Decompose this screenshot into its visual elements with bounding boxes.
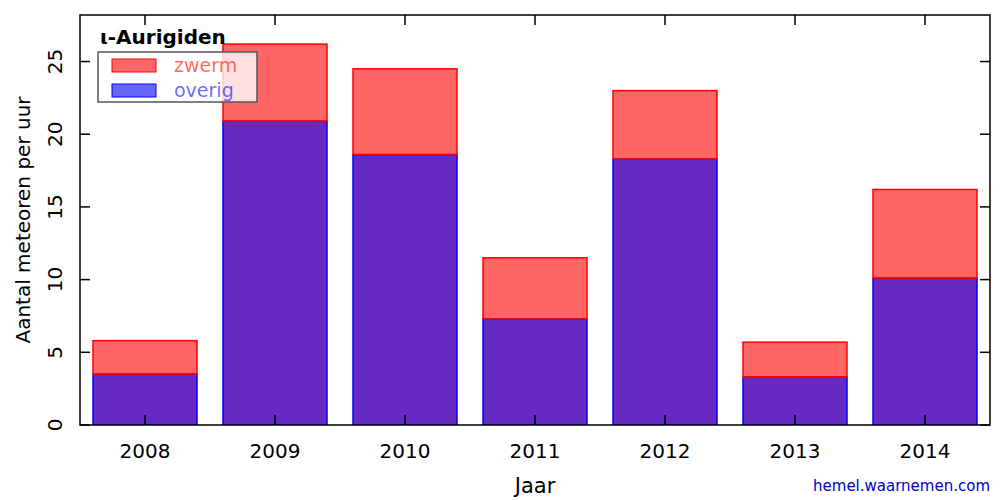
credit: hemel.waarnemen.com — [813, 477, 990, 495]
bar-segment — [353, 155, 457, 425]
bar-segment — [743, 377, 847, 425]
bar-segment — [93, 374, 197, 425]
bar-segment — [873, 278, 977, 425]
bar-segment — [613, 91, 717, 159]
legend-label: overig — [174, 79, 234, 101]
x-axis-label: Jaar — [513, 474, 556, 498]
y-tick-label: 25 — [43, 49, 67, 74]
bar-underlay — [223, 121, 327, 425]
y-tick — [980, 61, 990, 63]
x-tick-label: 2013 — [770, 439, 821, 463]
x-tick — [274, 15, 276, 25]
title: ι-Aurigiden — [100, 25, 226, 49]
x-tick — [664, 415, 666, 425]
y-tick — [80, 133, 90, 135]
legend-swatch — [112, 59, 156, 72]
y-tick — [980, 352, 990, 354]
x-tick — [144, 415, 146, 425]
x-tick — [404, 415, 406, 425]
legend-swatch — [112, 84, 156, 97]
bar-segment — [873, 189, 977, 278]
bar-segment — [93, 341, 197, 374]
x-tick — [144, 15, 146, 25]
x-tick — [534, 415, 536, 425]
y-tick — [980, 279, 990, 281]
bar-underlay — [613, 159, 717, 425]
legend-box — [98, 52, 257, 102]
y-tick — [80, 352, 90, 354]
x-tick — [664, 15, 666, 25]
bar-underlay — [873, 278, 977, 425]
x-tick-label: 2012 — [640, 439, 691, 463]
x-tick-label: 2009 — [250, 439, 301, 463]
y-tick — [980, 133, 990, 135]
y-tick-label: 15 — [43, 194, 67, 219]
x-tick — [924, 415, 926, 425]
x-tick-label: 2014 — [900, 439, 951, 463]
chart: 0 5 10 15 20 25 2008 2009 2010 2011 2012 2013 2014 Ja… — [0, 0, 1000, 500]
x-tick — [274, 415, 276, 425]
bar-underlay — [743, 377, 847, 425]
bar-underlay — [353, 155, 457, 425]
y-tick-label: 10 — [43, 267, 67, 292]
bar-underlay — [93, 374, 197, 425]
bar-underlay — [483, 319, 587, 425]
x-tick — [924, 15, 926, 25]
y-tick — [980, 206, 990, 208]
y-tick — [980, 424, 990, 426]
x-tick — [794, 15, 796, 25]
y-tick-label: 20 — [43, 121, 67, 146]
y-tick — [80, 279, 90, 281]
plot-frame — [80, 15, 990, 425]
x-tick — [534, 15, 536, 25]
bar-segment — [483, 319, 587, 425]
bar-segment — [743, 342, 847, 377]
y-tick-label: 0 — [43, 419, 67, 432]
x-tick-label: 2010 — [380, 439, 431, 463]
bar-segment — [353, 69, 457, 155]
x-tick — [404, 15, 406, 25]
y-tick — [80, 61, 90, 63]
x-tick-label: 2008 — [120, 439, 171, 463]
bars — [93, 44, 977, 425]
y-tick-label: 5 — [43, 346, 67, 359]
bar-segment — [613, 159, 717, 425]
y-tick — [80, 206, 90, 208]
x-tick-label: 2011 — [510, 439, 561, 463]
bar-segment — [223, 121, 327, 425]
legend: zwerm overig — [98, 52, 257, 102]
bar-segment — [483, 258, 587, 319]
y-tick — [80, 424, 90, 426]
x-tick — [794, 415, 796, 425]
legend-label: zwerm — [174, 54, 237, 76]
y-axis-label: Aantal meteoren per uur — [11, 96, 35, 344]
